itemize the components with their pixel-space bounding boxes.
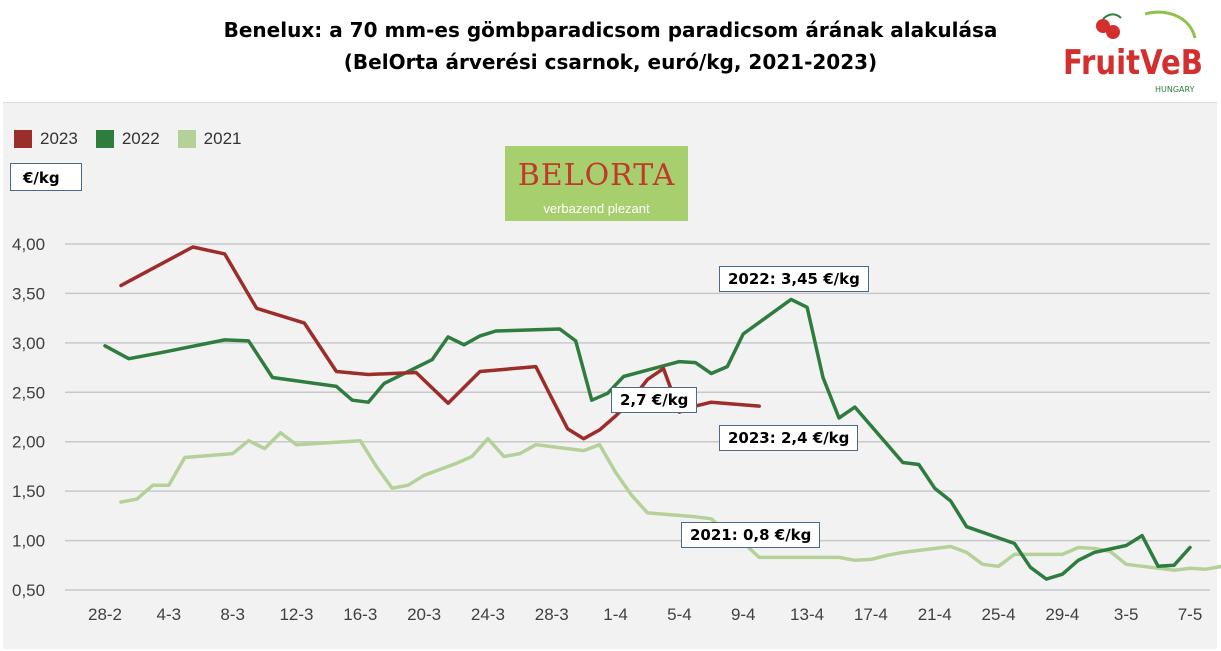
y-tick-label: 2,50 bbox=[12, 383, 45, 402]
x-tick-label: 28-2 bbox=[88, 605, 122, 624]
series-line-2022 bbox=[103, 297, 1192, 581]
x-tick-label: 12-3 bbox=[279, 605, 313, 624]
y-tick-label: 3,00 bbox=[12, 334, 45, 353]
x-tick-label: 7-5 bbox=[1178, 605, 1203, 624]
annotation-2023-mid: 2,7 €/kg bbox=[611, 387, 698, 413]
legend-swatch-2021 bbox=[177, 130, 196, 148]
legend-item-2021: 2021 bbox=[177, 129, 242, 149]
y-tick-label: 1,50 bbox=[12, 482, 45, 501]
legend-label-2021: 2021 bbox=[203, 129, 242, 148]
x-tick-label: 24-3 bbox=[471, 605, 505, 624]
annotation-2021: 2021: 0,8 €/kg bbox=[681, 522, 821, 548]
x-tick-label: 20-3 bbox=[407, 605, 441, 624]
y-tick-label: 4,00 bbox=[12, 235, 45, 254]
legend-label-2023: 2023 bbox=[40, 129, 78, 148]
series-line-2023 bbox=[119, 245, 761, 441]
x-tick-label: 9-4 bbox=[731, 605, 756, 624]
x-tick-label: 4-3 bbox=[157, 605, 182, 624]
belorta-logo: BELORTA verbazend plezant bbox=[505, 146, 688, 221]
fruitveb-logo-text: FruitVeB bbox=[1063, 43, 1203, 83]
chart-title: Benelux: a 70 mm-es gömbparadicsom parad… bbox=[0, 14, 1221, 78]
x-tick-label: 25-4 bbox=[982, 605, 1016, 624]
chart-title-line1: Benelux: a 70 mm-es gömbparadicsom parad… bbox=[223, 18, 998, 42]
x-tick-label: 17-4 bbox=[854, 605, 888, 624]
series-line-2021 bbox=[119, 431, 1221, 572]
x-tick-label: 29-4 bbox=[1045, 605, 1079, 624]
series-lines bbox=[103, 245, 1221, 581]
legend-item-2023: 2023 bbox=[14, 129, 78, 149]
y-unit-label: €/kg bbox=[10, 163, 82, 191]
fruitveb-logo-sub: HUNGARY bbox=[1155, 85, 1195, 94]
x-tick-label: 21-4 bbox=[918, 605, 952, 624]
cherry-icon bbox=[1106, 25, 1120, 39]
x-axis-ticks: 28-2 4-3 8-3 12-3 16-3 20-3 24-3 28-3 1-4 5-4 9-4 1… bbox=[88, 605, 1202, 624]
y-tick-label: 3,50 bbox=[12, 284, 45, 303]
belorta-logo-tagline: verbazend plezant bbox=[543, 201, 650, 216]
legend-swatch-2022 bbox=[95, 130, 114, 148]
y-tick-label: 1,00 bbox=[12, 532, 45, 551]
x-tick-label: 3-5 bbox=[1114, 605, 1139, 624]
grid-lines bbox=[65, 243, 1210, 591]
y-tick-label: 0,50 bbox=[12, 581, 45, 600]
fruitveb-logo: FruitVeB HUNGARY bbox=[1063, 10, 1203, 94]
legend: 2023 2022 2021 bbox=[14, 129, 241, 149]
legend-label-2022: 2022 bbox=[121, 129, 160, 148]
belorta-logo-text: BELORTA bbox=[517, 158, 676, 193]
annotation-2023-end: 2023: 2,4 €/kg bbox=[719, 425, 859, 451]
legend-item-2022: 2022 bbox=[95, 129, 160, 149]
x-tick-label: 1-4 bbox=[603, 605, 628, 624]
x-tick-label: 5-4 bbox=[667, 605, 692, 624]
legend-swatch-2023 bbox=[14, 130, 32, 148]
annotation-2022-peak: 2022: 3,45 €/kg bbox=[719, 266, 869, 292]
x-tick-label: 13-4 bbox=[790, 605, 824, 624]
y-tick-label: 2,00 bbox=[12, 433, 45, 452]
x-tick-label: 16-3 bbox=[343, 605, 377, 624]
chart-title-line2: (BelOrta árverési csarnok, euró/kg, 2021… bbox=[343, 50, 878, 74]
x-tick-label: 8-3 bbox=[220, 605, 245, 624]
x-tick-label: 28-3 bbox=[535, 605, 569, 624]
y-axis-ticks: 0,50 1,00 1,50 2,00 2,50 3,00 3,50 4,00 bbox=[12, 235, 45, 600]
